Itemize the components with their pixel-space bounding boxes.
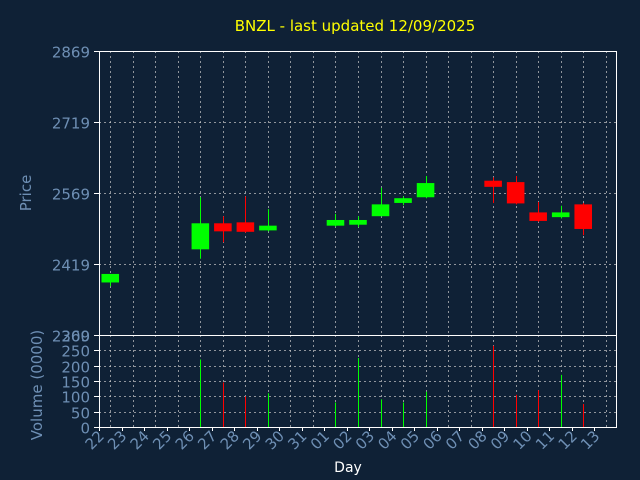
volume-tick-label: 150 [61,374,90,392]
candle-body [191,223,210,250]
candle-body [326,219,345,226]
volume-tick-label: 100 [61,389,90,407]
volume-axis-label: Volume (0000) [28,330,46,440]
chart-title: BNZL - last updated 12/09/2025 [235,17,476,35]
candle-body [101,273,120,283]
candle-body [529,212,547,221]
candle-body [416,183,435,198]
price-tick-label: 2569 [52,186,90,204]
volume-tick-label: 300 [61,328,90,346]
price-axis-label: Price [17,175,35,212]
candle-body [214,223,232,232]
x-tick-label: 13 [577,427,603,453]
candle-body [259,225,277,231]
volume-tick-label: 200 [61,359,90,377]
candle-body [394,198,412,203]
price-tick-label: 2269 [52,328,90,346]
candle-body [236,222,255,232]
candle-body [349,219,367,225]
candle-body [574,204,593,229]
candle-body [371,204,390,217]
x-axis-label: Day [334,460,362,476]
price-tick-label: 2869 [52,44,90,62]
price-tick-label: 2419 [52,257,90,275]
volume-tick-label: 250 [61,343,90,361]
candle-body [551,212,570,218]
volume-tick-label: 50 [71,405,90,423]
price-tick-label: 2719 [52,115,90,133]
volume-tick-label: 0 [80,420,90,438]
candle-body [506,182,525,204]
candle-body [484,180,502,187]
